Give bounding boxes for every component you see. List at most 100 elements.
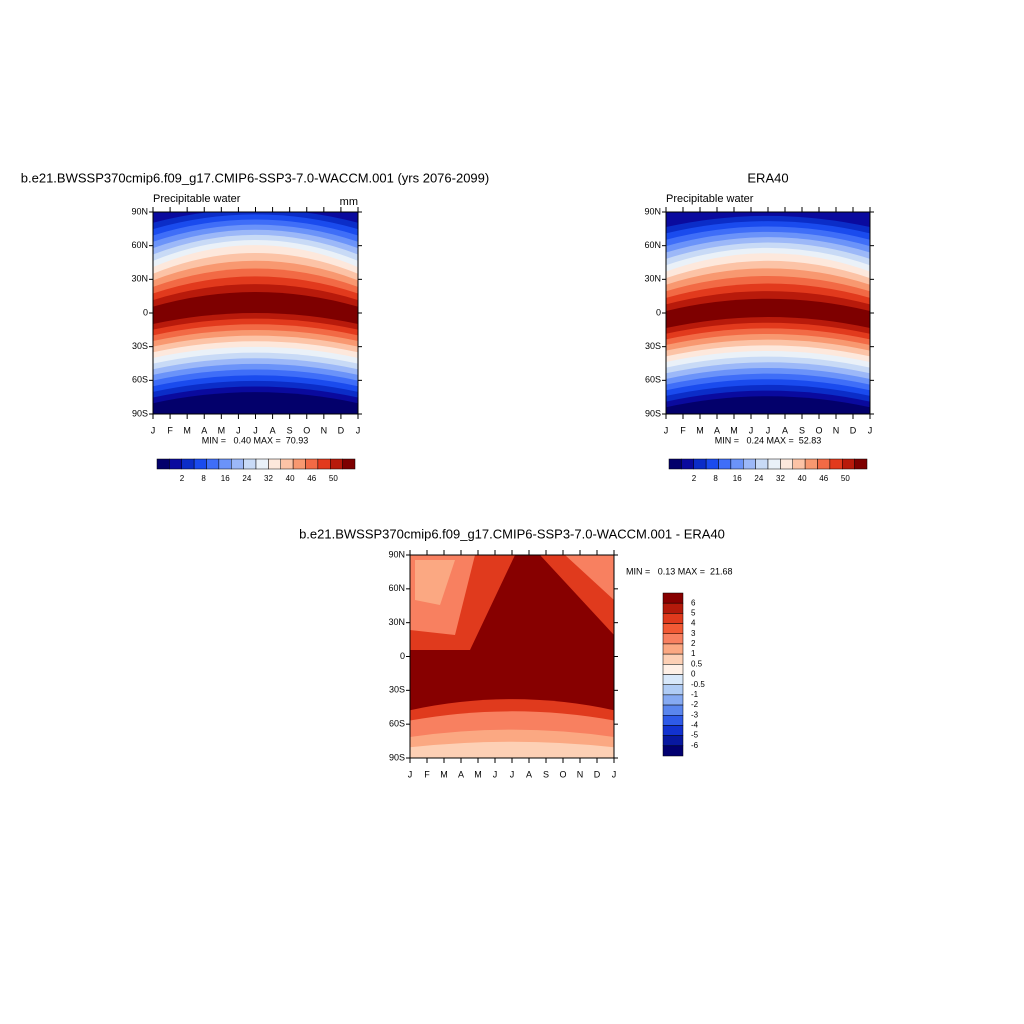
colorbar-box — [243, 458, 257, 470]
colorbar-label: 16 — [733, 474, 742, 483]
colorbar-label: 8 — [201, 474, 206, 483]
contour-band — [415, 560, 455, 605]
colorbar-label: 16 — [221, 474, 230, 483]
x-tick-label: D — [850, 425, 857, 435]
x-tick-label: F — [680, 425, 686, 435]
x-tick-label: J — [749, 425, 754, 435]
y-tick-label: 60N — [644, 240, 661, 250]
y-tick-label: 90S — [389, 752, 405, 762]
panel: ERA40 Precipitable water 90N 60N 30N 0 30S 60S 9… — [644, 170, 874, 483]
y-tick-label: 30N — [388, 617, 405, 627]
colorbar-label: 32 — [264, 474, 273, 483]
colorbar-label: 24 — [242, 474, 251, 483]
colorbar-box — [662, 735, 684, 747]
x-tick-label: J — [868, 425, 873, 435]
x-tick-label: M — [730, 425, 738, 435]
x-tick-label: J — [612, 769, 617, 779]
y-tick-label: 0 — [656, 307, 661, 317]
y-tick-label: 60S — [389, 719, 405, 729]
x-tick-label: J — [253, 425, 258, 435]
subtitle-right: mm — [340, 196, 358, 208]
colorbar-box — [705, 458, 719, 470]
x-tick-label: J — [408, 769, 413, 779]
colorbar-box — [305, 458, 319, 470]
colorbar-box — [804, 458, 818, 470]
colorbar-label: -1 — [691, 690, 699, 699]
x-tick-label: S — [799, 425, 805, 435]
panel-title: b.e21.BWSSP370cmip6.f09_g17.CMIP6-SSP3-7… — [299, 526, 725, 541]
x-tick-label: A — [526, 769, 532, 779]
y-tick-label: 60S — [132, 375, 148, 385]
x-tick-label: J — [510, 769, 515, 779]
colorbar-label: 46 — [307, 474, 316, 483]
y-tick-label: 90N — [388, 549, 405, 559]
colorbar-label: 5 — [691, 608, 696, 617]
subtitle-left: Precipitable water — [666, 193, 754, 205]
colorbar-box — [662, 684, 684, 696]
colorbar-label: 50 — [329, 474, 338, 483]
colorbar-box — [668, 458, 682, 470]
y-tick-label: 30N — [644, 274, 661, 284]
x-tick-label: A — [714, 425, 720, 435]
x-tick-label: A — [201, 425, 207, 435]
colorbar-box — [662, 602, 684, 614]
colorbar-label: 2 — [691, 639, 696, 648]
y-tick-label: 0 — [400, 651, 405, 661]
x-tick-label: M — [218, 425, 226, 435]
x-tick-label: S — [287, 425, 293, 435]
colorbar-label: 46 — [819, 474, 828, 483]
contour-band — [666, 396, 870, 414]
colorbar-box — [181, 458, 195, 470]
contour-field — [153, 212, 358, 414]
y-tick-label: 60N — [131, 240, 148, 250]
x-tick-label: A — [782, 425, 788, 435]
colorbar-box — [292, 458, 306, 470]
x-tick-label: F — [167, 425, 173, 435]
colorbar-box — [662, 592, 684, 604]
contour-field — [410, 555, 614, 758]
colorbar-box — [730, 458, 744, 470]
colorbar-label: 2 — [180, 474, 185, 483]
x-tick-label: M — [183, 425, 191, 435]
colorbar-box — [662, 664, 684, 675]
x-tick-label: O — [303, 425, 310, 435]
x-tick-label: J — [766, 425, 771, 435]
stats-label: MIN = 0.40 MAX = 70.93 — [202, 435, 309, 445]
colorbar-label: -3 — [691, 710, 699, 719]
y-tick-label: 30S — [645, 341, 661, 351]
x-tick-label: M — [440, 769, 448, 779]
panel-title: ERA40 — [747, 170, 788, 185]
colorbar-label: -0.5 — [691, 680, 705, 689]
colorbar-box — [693, 458, 707, 470]
colorbar-box — [767, 458, 781, 470]
colorbar-box — [829, 458, 843, 470]
colorbar-box — [662, 623, 684, 634]
contour-band — [153, 392, 358, 414]
x-tick-label: J — [493, 769, 498, 779]
y-tick-label: 30S — [389, 685, 405, 695]
x-tick-label: O — [559, 769, 566, 779]
x-tick-label: J — [664, 425, 669, 435]
colorbar-box — [780, 458, 793, 470]
x-tick-label: N — [321, 425, 328, 435]
colorbar-box — [662, 725, 684, 736]
colorbar-box — [755, 458, 769, 470]
contour-band — [565, 555, 614, 600]
colorbar-box — [662, 745, 684, 757]
y-tick-label: 60N — [388, 583, 405, 593]
colorbar-label: -2 — [691, 700, 699, 709]
colorbar-label: 0.5 — [691, 659, 703, 668]
colorbar-label: 1 — [691, 649, 696, 658]
x-tick-label: A — [270, 425, 276, 435]
y-tick-label: 90N — [131, 206, 148, 216]
x-tick-label: J — [151, 425, 156, 435]
contour-field — [666, 212, 870, 414]
colorbar-box — [854, 458, 868, 470]
y-tick-label: 0 — [143, 307, 148, 317]
colorbar-box — [268, 458, 281, 470]
x-tick-label: D — [594, 769, 601, 779]
colorbar-box — [255, 458, 269, 470]
colorbar-label: -4 — [691, 721, 699, 730]
colorbar-box — [317, 458, 331, 470]
